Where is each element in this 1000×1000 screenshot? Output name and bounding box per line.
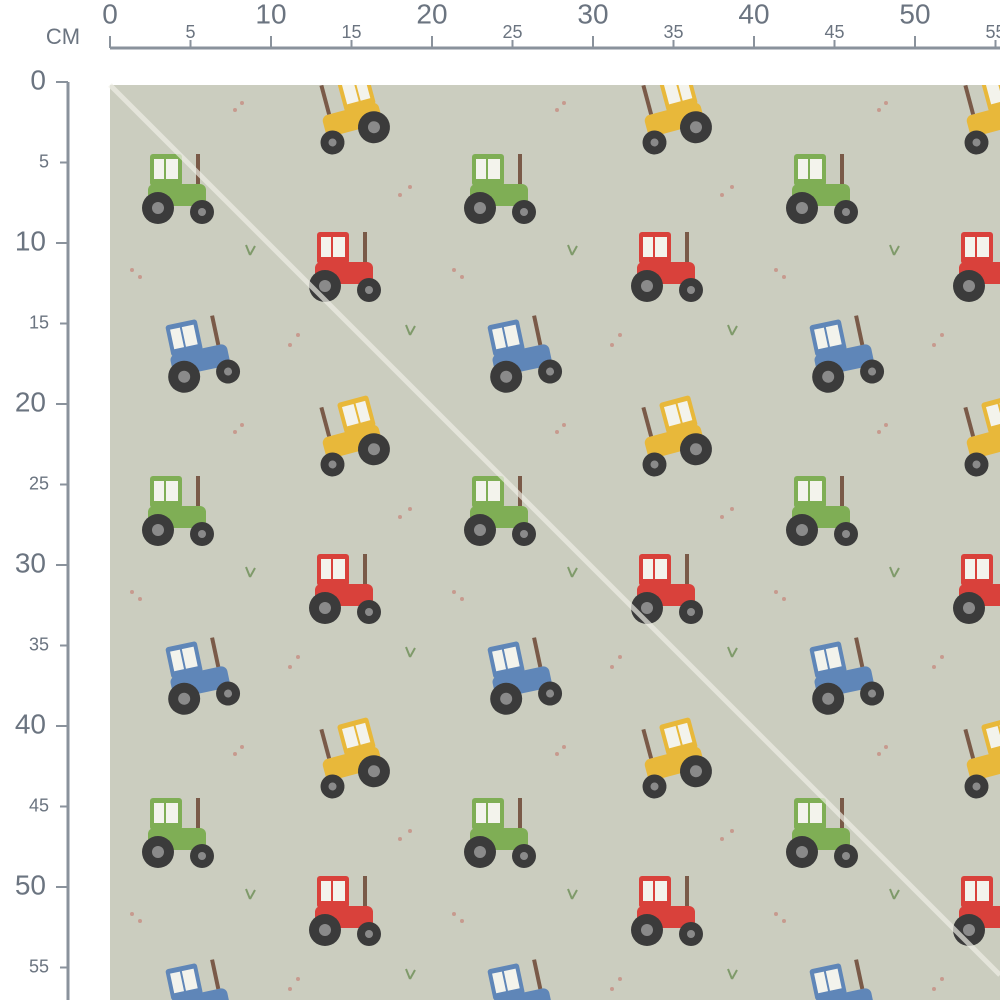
left-tick-label: 55: [29, 956, 49, 976]
top-tick-label: 40: [738, 0, 769, 29]
top-tick-label: 35: [663, 22, 683, 42]
left-tick-label: 0: [30, 64, 46, 95]
left-tick-label: 20: [15, 386, 46, 417]
left-tick-label: 50: [15, 869, 46, 900]
top-tick-label: 5: [185, 22, 195, 42]
left-tick-label: 10: [15, 225, 46, 256]
left-tick-label: 25: [29, 473, 49, 493]
top-tick-label: 45: [824, 22, 844, 42]
left-tick-label: 15: [29, 312, 49, 332]
left-tick-label: 5: [39, 151, 49, 171]
fabric-pattern: [110, 85, 1000, 1000]
left-tick-label: 40: [15, 708, 46, 739]
unit-label: CM: [46, 24, 80, 49]
top-tick-label: 50: [899, 0, 930, 29]
top-tick-label: 10: [255, 0, 286, 29]
diagonal-fold: [108, 83, 1000, 977]
top-tick-label: 0: [102, 0, 118, 29]
left-tick-label: 35: [29, 634, 49, 654]
top-tick-label: 15: [341, 22, 361, 42]
left-tick-label: 45: [29, 795, 49, 815]
top-tick-label: 55: [985, 22, 1000, 42]
top-tick-label: 20: [416, 0, 447, 29]
left-tick-label: 30: [15, 547, 46, 578]
top-tick-label: 25: [502, 22, 522, 42]
top-tick-label: 30: [577, 0, 608, 29]
